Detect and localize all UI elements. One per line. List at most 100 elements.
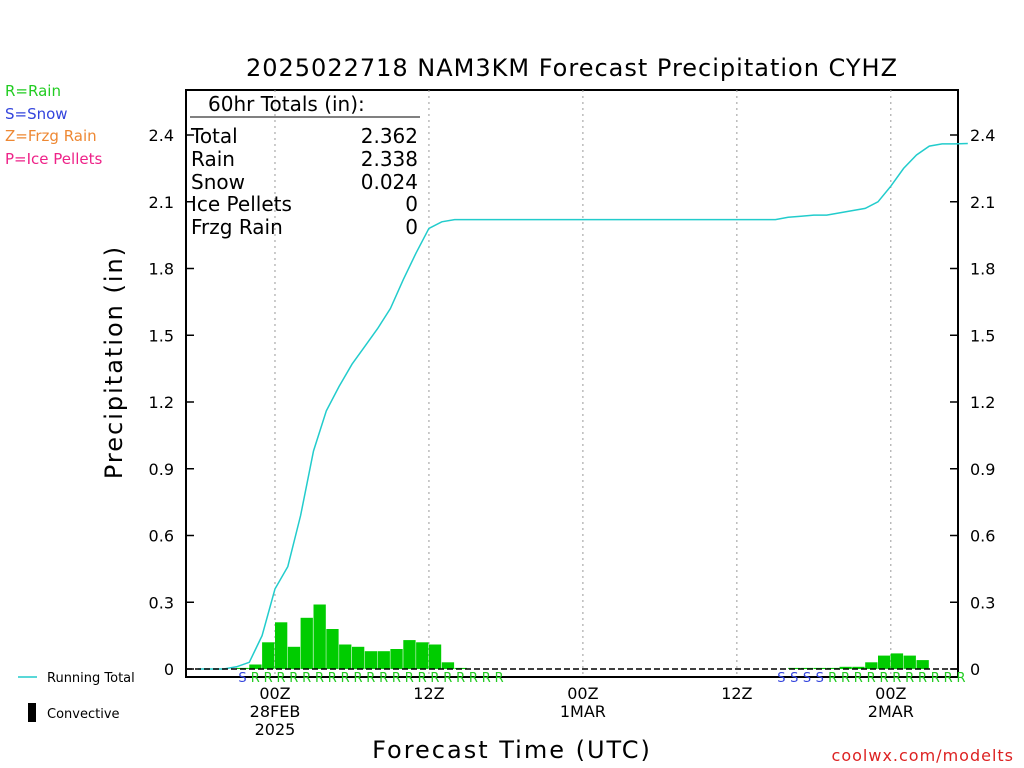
precip-bar-5 [262,642,275,669]
ytick-label-right-4: 1.2 [970,393,995,412]
ytick-label-right-8: 2.4 [970,126,995,145]
precip-type-54: R [892,671,901,686]
xtick-label-3-0: 12Z [721,684,752,703]
x-axis-label: Forecast Time (UTC) [372,736,652,764]
precip-type-legend: R=Rain S=Snow Z=Frzg Rain P=Ice Pellets [5,82,102,168]
precip-type-12: R [353,671,362,686]
precip-bar-7 [287,646,301,670]
precip-type-51: R [854,671,863,686]
ytick-label-left-8: 2.4 [149,126,174,145]
ytick-label-left-6: 1.8 [149,260,174,279]
precip-type-6: R [276,671,285,686]
ytick-label-left-5: 1.5 [149,326,174,345]
legend-rain: R=Rain [5,82,61,100]
totals-ice-label: Ice Pellets [191,192,292,216]
precip-bar-9 [313,604,326,669]
precip-bar-18 [428,644,442,669]
precip-bar-50 [839,666,852,669]
precip-type-48: S [816,671,824,686]
xtick-label-4-0: 00Z [875,684,906,703]
ytick-label-right-0: 0 [970,660,980,679]
ytick-label-left-7: 2.1 [149,193,174,212]
precip-type-3: S [238,671,246,686]
precip-type-47: S [803,671,811,686]
precip-type-9: R [315,671,324,686]
line-legend: Running Total Convective [18,671,135,722]
totals-total-label: Total [190,124,238,148]
precip-type-8: R [302,671,311,686]
credit-text: coolwx.com/modelts [832,746,1014,765]
legend-frzg-rain: Z=Frzg Rain [5,127,97,145]
precip-bar-17 [416,642,429,669]
totals-rain-value: 2.338 [361,147,418,171]
precip-type-5: R [264,671,273,686]
ytick-label-left-4: 1.2 [149,393,174,412]
precip-bar-54 [890,653,904,669]
xtick-label-2-0: 00Z [567,684,598,703]
precip-type-10: R [328,671,337,686]
totals-rain-label: Rain [191,147,235,171]
xtick-label-0-2: 2025 [255,720,296,739]
precip-type-15: R [392,671,401,686]
precip-type-59: R [956,671,965,686]
precip-bar-13 [364,651,378,669]
ytick-label-left-0: 0 [164,660,174,679]
totals-header: 60hr Totals (in): [208,92,365,116]
precip-bar-55 [903,655,916,669]
precip-type-7: R [289,671,298,686]
precip-type-57: R [931,671,940,686]
totals-snow-value: 0.024 [361,170,418,194]
y-axis-label: Precipitation (in) [100,245,128,479]
precip-type-55: R [905,671,914,686]
precip-bar-8 [300,617,313,669]
ytick-label-right-2: 0.6 [970,527,995,546]
xtick-label-0-0: 00Z [259,684,290,703]
legend-snow: S=Snow [5,105,68,123]
ytick-label-right-1: 0.3 [970,593,995,612]
chart-title: 2025022718 NAM3KM Forecast Precipitation… [246,54,898,82]
ytick-label-left-2: 0.6 [149,527,174,546]
precip-type-58: R [944,671,953,686]
ytick-label-right-7: 2.1 [970,193,995,212]
precip-type-45: S [777,671,785,686]
totals-frzg-label: Frzg Rain [191,215,283,239]
precip-type-14: R [379,671,388,686]
precip-type-11: R [341,671,350,686]
precip-type-18: R [430,671,439,686]
ytick-label-left-1: 0.3 [149,593,174,612]
precip-type-52: R [867,671,876,686]
running-total-legend-label: Running Total [47,671,135,686]
xtick-label-4-1: 2MAR [868,702,914,721]
precip-type-56: R [918,671,927,686]
precip-bar-10 [326,629,339,669]
convective-legend-swatch [28,703,36,722]
precip-type-19: R [443,671,452,686]
running-total-line [198,142,968,670]
totals-ice-value: 0 [405,192,418,216]
precip-type-22: R [482,671,491,686]
totals-frzg-value: 0 [405,215,418,239]
precip-bar-52 [865,662,878,669]
precip-type-13: R [366,671,375,686]
ytick-label-right-3: 0.9 [970,460,995,479]
precip-type-4: R [251,671,260,686]
precip-type-17: R [418,671,427,686]
ytick-label-left-3: 0.9 [149,460,174,479]
totals-total-value: 2.362 [361,124,418,148]
totals-box: 60hr Totals (in): Total 2.362 Rain 2.338… [190,92,420,239]
precip-type-46: S [790,671,798,686]
precip-bar-14 [377,651,390,669]
precip-bar-51 [852,666,865,669]
vertical-gridlines [274,90,892,677]
precip-bar-53 [878,655,891,669]
precip-bar-4 [249,664,262,669]
precip-type-21: R [469,671,478,686]
plot-frame [185,89,959,678]
xtick-label-1-0: 12Z [413,684,444,703]
precip-type-20: R [456,671,465,686]
precip-bar-12 [352,646,365,670]
convective-legend-label: Convective [47,707,120,722]
precip-bar-6 [275,622,288,669]
legend-ice-pellets: P=Ice Pellets [5,150,102,168]
